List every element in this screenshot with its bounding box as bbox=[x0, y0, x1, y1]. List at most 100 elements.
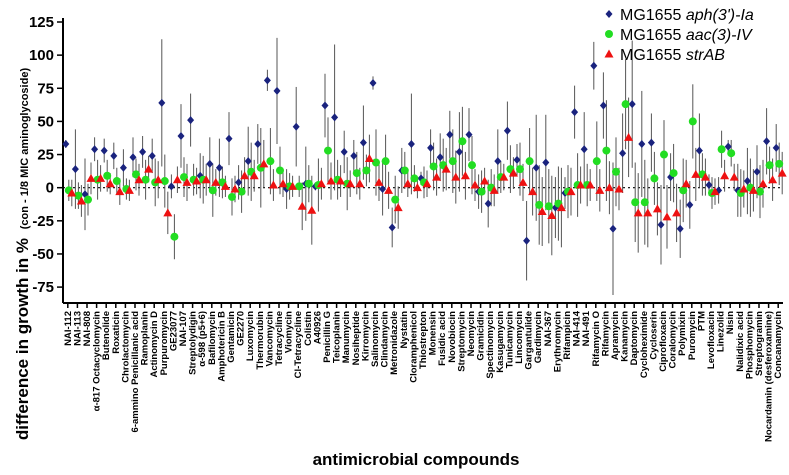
data-point-triangle bbox=[556, 203, 566, 212]
x-tick-label: Lincomycin bbox=[514, 311, 525, 364]
data-point-circle bbox=[765, 161, 774, 170]
data-point-diamond bbox=[225, 134, 233, 143]
data-point-diamond bbox=[772, 143, 780, 152]
data-point-triangle bbox=[748, 185, 758, 194]
legend-marker-triangle bbox=[604, 49, 614, 58]
x-axis-title: antimicrobial compounds bbox=[313, 450, 520, 469]
data-point-circle bbox=[535, 200, 544, 209]
data-point-triangle bbox=[163, 208, 173, 217]
x-tick-label: NAI-112 bbox=[63, 311, 74, 346]
x-tick-label: Concanamycin bbox=[773, 311, 784, 379]
data-point-circle bbox=[400, 166, 409, 175]
x-tick-label: PTM bbox=[696, 311, 707, 331]
data-point-triangle bbox=[528, 187, 538, 196]
data-point-circle bbox=[429, 162, 438, 171]
data-point-triangle bbox=[326, 176, 336, 185]
data-point-circle bbox=[295, 182, 304, 191]
data-point-triangle bbox=[240, 171, 250, 180]
data-point-triangle bbox=[643, 208, 653, 217]
data-point-diamond bbox=[503, 126, 511, 135]
data-point-triangle bbox=[374, 177, 384, 186]
x-tick-label: Cl-Tetracycline bbox=[293, 311, 304, 378]
data-point-circle bbox=[631, 198, 640, 207]
data-point-triangle bbox=[768, 175, 778, 184]
legend-strain: MG1655 bbox=[620, 7, 686, 24]
x-tick-label: Apramycin bbox=[610, 311, 621, 360]
data-point-triangle bbox=[518, 177, 528, 186]
data-point-triangle bbox=[576, 180, 586, 189]
data-point-triangle bbox=[307, 205, 317, 214]
data-point-diamond bbox=[167, 182, 175, 191]
data-point-circle bbox=[362, 166, 371, 175]
x-tick-label: Neomycin bbox=[466, 311, 477, 357]
data-point-circle bbox=[448, 157, 457, 166]
x-tick-label: Actinomycin D bbox=[149, 311, 160, 378]
legend-strain: MG1655 bbox=[620, 47, 686, 64]
x-tick-label: NAI-491 bbox=[581, 310, 592, 346]
data-point-triangle bbox=[566, 187, 576, 196]
data-point-diamond bbox=[254, 139, 262, 148]
data-point-diamond bbox=[62, 139, 70, 148]
data-point-diamond bbox=[513, 155, 521, 164]
data-point-triangle bbox=[432, 172, 442, 181]
x-tick-label: Streptogramin bbox=[754, 311, 765, 376]
x-tick-label: GE2270 bbox=[236, 311, 247, 346]
data-point-triangle bbox=[441, 164, 451, 173]
data-point-circle bbox=[208, 186, 217, 195]
x-tick-label: Ramoplanin bbox=[140, 311, 151, 366]
x-tick-label: Rifamycin bbox=[600, 311, 611, 357]
data-point-circle bbox=[391, 195, 400, 204]
x-tick-label: Tetracycline bbox=[274, 311, 285, 366]
x-tick-label: Rifamycin O bbox=[591, 311, 602, 366]
legend-marker-circle bbox=[605, 30, 613, 38]
data-point-diamond bbox=[110, 151, 118, 160]
data-point-diamond bbox=[119, 163, 127, 172]
data-point-circle bbox=[170, 232, 179, 241]
data-point-triangle bbox=[230, 184, 240, 193]
data-point-triangle bbox=[662, 212, 672, 221]
x-tick-label: Kirromycin bbox=[360, 311, 371, 361]
data-markers bbox=[62, 61, 787, 245]
data-point-diamond bbox=[244, 157, 252, 166]
y-tick-label: -75 bbox=[32, 279, 54, 296]
x-tick-label: NAI-367 bbox=[543, 311, 554, 346]
x-tick-label: Monensin bbox=[428, 311, 439, 356]
x-tick-label: Nystatin bbox=[399, 311, 410, 349]
data-point-triangle bbox=[297, 201, 307, 210]
data-point-diamond bbox=[331, 113, 339, 122]
data-point-triangle bbox=[336, 176, 346, 185]
data-point-diamond bbox=[407, 139, 415, 148]
x-tick-label: Ciprofloxacin bbox=[658, 311, 669, 372]
data-point-diamond bbox=[542, 158, 550, 167]
data-point-diamond bbox=[215, 163, 223, 172]
data-point-circle bbox=[669, 169, 678, 178]
x-tick-label: Gargantulide bbox=[524, 311, 535, 370]
x-tick-label: Chrolactomycin bbox=[120, 311, 131, 383]
data-point-circle bbox=[621, 100, 630, 109]
data-point-diamond bbox=[139, 147, 147, 156]
x-tick-label: Linezolid bbox=[716, 311, 727, 352]
y-tick-label: 50 bbox=[37, 113, 54, 130]
x-tick-label: Rifampicin bbox=[562, 311, 573, 360]
data-point-triangle bbox=[220, 181, 230, 190]
data-point-diamond bbox=[628, 100, 636, 109]
data-point-triangle bbox=[355, 179, 365, 188]
x-tick-label: Kanamycin bbox=[620, 311, 631, 362]
data-point-diamond bbox=[427, 143, 435, 152]
y-tick-label: 100 bbox=[29, 47, 54, 64]
data-point-triangle bbox=[422, 179, 432, 188]
data-point-diamond bbox=[657, 220, 665, 229]
data-point-circle bbox=[544, 202, 553, 211]
data-point-triangle bbox=[499, 172, 509, 181]
data-point-triangle bbox=[460, 171, 470, 180]
data-point-triangle bbox=[105, 179, 115, 188]
x-tick-label: Streptomycin bbox=[456, 311, 467, 372]
y-axis-title-sub: (con - 1/8 MIC aminoglycoside) bbox=[19, 68, 31, 230]
x-tick-label: Kasugamycin bbox=[495, 311, 506, 373]
data-point-circle bbox=[516, 165, 524, 174]
data-point-diamond bbox=[647, 138, 655, 147]
data-point-diamond bbox=[724, 142, 732, 151]
data-point-triangle bbox=[652, 204, 662, 213]
x-tick-label: Polymixin bbox=[677, 311, 688, 356]
